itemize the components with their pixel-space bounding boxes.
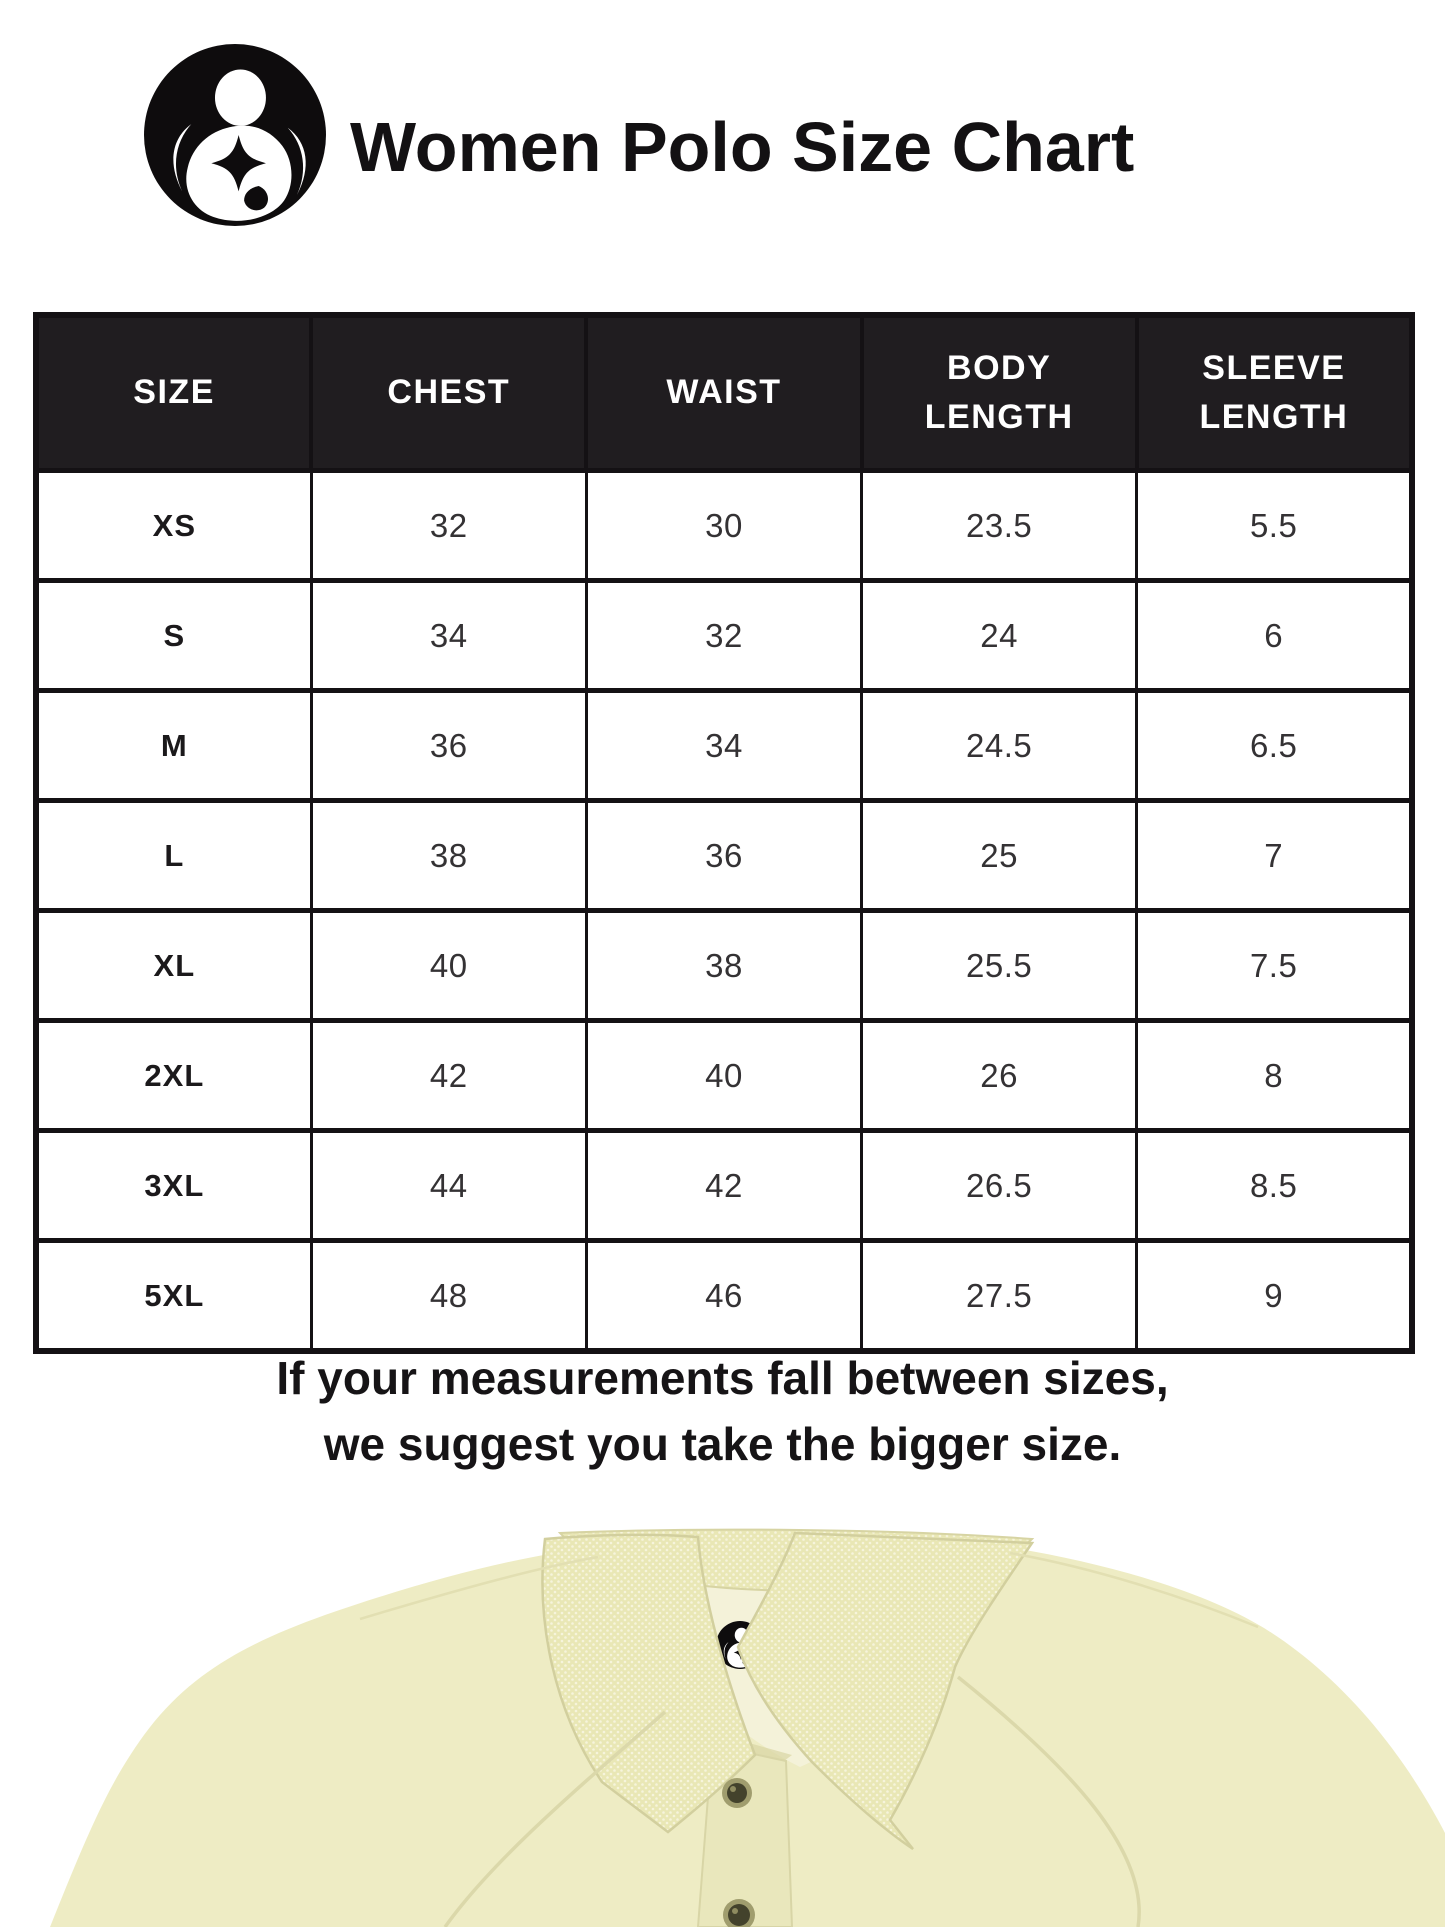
size-table: SIZE CHEST WAIST BODY LENGTH SLEEVE LENG…: [33, 312, 1415, 1354]
left-shoulder-seam: [359, 1555, 599, 1621]
cell-waist: 36: [584, 798, 864, 913]
sizing-note: If your measurements fall between sizes,…: [0, 1345, 1445, 1477]
column-header-sleeve-length: SLEEVE LENGTH: [1134, 313, 1415, 473]
cell-size: XL: [34, 908, 313, 1023]
size-table-body: XS 32 30 23.5 5.5 S 34 32 24 6 M 36 34 2…: [34, 468, 1414, 1354]
cell-size: 2XL: [34, 1018, 313, 1133]
cell-waist: 40: [584, 1018, 864, 1133]
cell-sleeve-length: 7.5: [1135, 908, 1414, 1023]
cell-sleeve-length: 6.5: [1135, 688, 1414, 803]
cell-sleeve-length: 8.5: [1135, 1128, 1414, 1243]
table-row: S 34 32 24 6: [34, 578, 1414, 693]
column-header-chest: CHEST: [309, 313, 589, 473]
cell-waist: 34: [584, 688, 864, 803]
cell-chest: 36: [309, 688, 588, 803]
table-row: 2XL 42 40 26 8: [34, 1018, 1414, 1133]
table-row: L 38 36 25 7: [34, 798, 1414, 913]
header-row: SIZE CHEST WAIST BODY LENGTH SLEEVE LENG…: [33, 313, 1415, 473]
cell-waist: 32: [584, 578, 864, 693]
cell-chest: 48: [309, 1238, 588, 1354]
polo-shirt-image: [50, 1528, 1445, 1927]
column-header-waist: WAIST: [584, 313, 864, 473]
cell-sleeve-length: 8: [1135, 1018, 1414, 1133]
cell-waist: 42: [584, 1128, 864, 1243]
table-row: 3XL 44 42 26.5 8.5: [34, 1128, 1414, 1243]
right-armhole-seam: [956, 1675, 1141, 1927]
cell-body-length: 27.5: [860, 1238, 1139, 1354]
cell-waist: 46: [584, 1238, 864, 1354]
table-row: XS 32 30 23.5 5.5: [34, 468, 1414, 583]
shirt-placket: [696, 1743, 794, 1927]
cell-size: M: [34, 688, 313, 803]
shirt-button-bottom: [723, 1899, 755, 1927]
cell-waist: 30: [584, 468, 864, 583]
page-title: Women Polo Size Chart: [350, 108, 1135, 186]
brand-logo-icon: [144, 44, 326, 226]
cell-size: 3XL: [34, 1128, 313, 1243]
size-table-header: SIZE CHEST WAIST BODY LENGTH SLEEVE LENG…: [33, 313, 1415, 473]
cell-size: XS: [34, 468, 313, 583]
column-header-size: SIZE: [33, 313, 314, 473]
table-row: M 36 34 24.5 6.5: [34, 688, 1414, 803]
right-shoulder-seam: [1009, 1551, 1259, 1629]
table-row: XL 40 38 25.5 7.5: [34, 908, 1414, 1023]
cell-size: L: [34, 798, 313, 913]
cell-chest: 32: [309, 468, 588, 583]
cell-body-length: 24.5: [860, 688, 1139, 803]
shirt-collar-left: [541, 1533, 757, 1834]
cell-size: S: [34, 578, 313, 693]
cell-sleeve-length: 6: [1135, 578, 1414, 693]
column-header-body-length: BODY LENGTH: [859, 313, 1139, 473]
cell-sleeve-length: 5.5: [1135, 468, 1414, 583]
cell-waist: 38: [584, 908, 864, 1023]
sizing-note-line1: If your measurements fall between sizes,: [276, 1352, 1169, 1404]
cell-body-length: 23.5: [860, 468, 1139, 583]
cell-chest: 42: [309, 1018, 588, 1133]
sizing-note-line2: we suggest you take the bigger size.: [323, 1418, 1122, 1470]
cell-body-length: 25.5: [860, 908, 1139, 1023]
cell-size: 5XL: [34, 1238, 313, 1354]
cell-chest: 44: [309, 1128, 588, 1243]
cell-body-length: 24: [860, 578, 1139, 693]
cell-body-length: 26.5: [860, 1128, 1139, 1243]
cell-chest: 38: [309, 798, 588, 913]
cell-body-length: 26: [860, 1018, 1139, 1133]
shirt-button-top: [722, 1778, 752, 1808]
table-row: 5XL 48 46 27.5 9: [34, 1238, 1414, 1354]
cell-chest: 40: [309, 908, 588, 1023]
shirt-collar-right: [736, 1531, 1035, 1851]
cell-sleeve-length: 9: [1135, 1238, 1414, 1354]
cell-body-length: 25: [860, 798, 1139, 913]
cell-sleeve-length: 7: [1135, 798, 1414, 913]
left-armhole-seam: [443, 1710, 667, 1927]
cell-chest: 34: [309, 578, 588, 693]
